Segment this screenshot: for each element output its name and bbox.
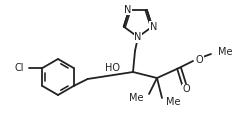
- Text: O: O: [182, 84, 190, 94]
- Text: O: O: [196, 55, 204, 65]
- Text: N: N: [134, 32, 142, 42]
- Text: HO: HO: [105, 63, 120, 73]
- Text: Me: Me: [218, 47, 233, 57]
- Text: N: N: [150, 22, 157, 32]
- Text: N: N: [125, 5, 132, 15]
- Text: Me: Me: [166, 97, 180, 107]
- Text: Me: Me: [128, 93, 143, 103]
- Text: Cl: Cl: [15, 63, 24, 73]
